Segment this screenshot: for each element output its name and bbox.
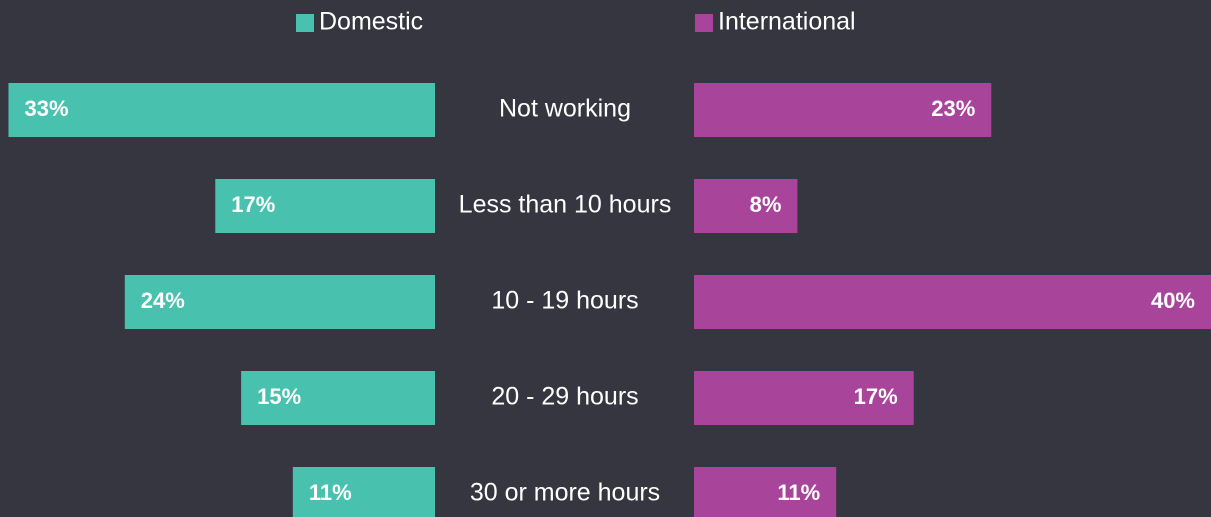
bar: [241, 371, 435, 425]
category-label: Not working: [499, 95, 631, 123]
value-label: 11%: [777, 480, 820, 505]
category-label: 30 or more hours: [470, 479, 660, 507]
bar: [694, 83, 992, 137]
category-label: Less than 10 hours: [459, 191, 672, 219]
category-label: 10 - 19 hours: [491, 287, 638, 315]
bar: [694, 275, 1211, 329]
value-label: 8%: [750, 192, 782, 217]
bar: [292, 467, 435, 517]
value-label: 17%: [854, 384, 898, 409]
value-label: 24%: [141, 288, 185, 313]
value-label: 15%: [257, 384, 301, 409]
value-label: 40%: [1151, 288, 1195, 313]
bar: [8, 83, 435, 137]
legend-swatch: [695, 14, 713, 32]
value-label: 33%: [24, 96, 68, 121]
value-label: 17%: [231, 192, 275, 217]
bar: [124, 275, 436, 329]
value-label: 23%: [931, 96, 975, 121]
legend-label: Domestic: [319, 8, 423, 36]
bar: [694, 371, 914, 425]
bar: [694, 179, 798, 233]
legend-swatch: [296, 14, 314, 32]
bar: [694, 467, 837, 517]
bar: [215, 179, 435, 233]
value-label: 11%: [309, 480, 352, 505]
category-label: 20 - 29 hours: [491, 383, 638, 411]
legend-label: International: [718, 8, 856, 36]
